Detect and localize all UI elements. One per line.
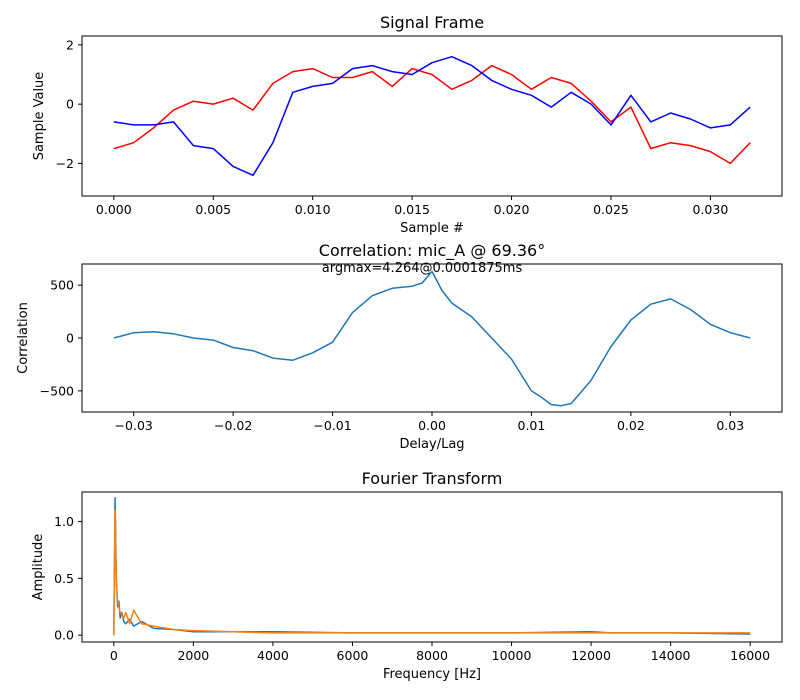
correlation-x-tick-label: 0.02 bbox=[617, 418, 645, 433]
signal-frame-y-axis-label: Sample Value bbox=[32, 72, 47, 161]
signal-frame-x-tick-label: 0.005 bbox=[195, 202, 231, 217]
signal-frame-x-tick-label: 0.020 bbox=[494, 202, 530, 217]
correlation-y-tick-label: 0 bbox=[66, 331, 74, 346]
correlation-title: Correlation: mic_A @ 69.36° bbox=[319, 241, 545, 261]
signal-frame-y-tick-label: 2 bbox=[66, 37, 74, 52]
signal-frame-x-tick-label: 0.030 bbox=[693, 202, 729, 217]
correlation-y-axis-label: Correlation bbox=[16, 302, 31, 374]
correlation-x-tick-label: 0.03 bbox=[716, 418, 744, 433]
signal-frame-y-tick-label: −2 bbox=[56, 156, 74, 171]
fourier-title: Fourier Transform bbox=[362, 469, 503, 488]
fourier-x-axis-label: Frequency [Hz] bbox=[383, 667, 481, 682]
fourier-series-0-line bbox=[113, 496, 751, 636]
fourier-y-tick-label: 0.0 bbox=[54, 628, 74, 643]
correlation-x-tick-label: −0.03 bbox=[115, 418, 153, 433]
fourier-x-tick-label: 16000 bbox=[730, 648, 770, 663]
fourier-axes-frame bbox=[81, 491, 783, 643]
correlation-x-tick-label: −0.01 bbox=[313, 418, 351, 433]
fourier-x-tick-label: 6000 bbox=[337, 648, 369, 663]
signal-frame-series-0-line bbox=[113, 64, 751, 165]
signal-frame-panel: 0.000 0.005 0.010 0.015 0.020 0.025 0.030 −2 0 2 S… bbox=[32, 13, 783, 236]
fourier-transform-panel: 0 2000 4000 6000 8000 10000 12000 14000 16000 0.0… bbox=[31, 469, 783, 682]
correlation-x-tick-label: 0.00 bbox=[418, 418, 446, 433]
fourier-x-tick-label: 14000 bbox=[651, 648, 691, 663]
correlation-panel: −0.03 −0.02 −0.01 0.00 0.01 0.02 0.03 −500 0 500 C… bbox=[16, 241, 783, 452]
signal-frame-x-axis-label: Sample # bbox=[400, 221, 464, 236]
fourier-y-tick-label: 1.0 bbox=[54, 514, 74, 529]
fourier-x-tick-label: 12000 bbox=[571, 648, 611, 663]
signal-frame-x-tick-label: 0.025 bbox=[593, 202, 629, 217]
fourier-series-1-line bbox=[113, 509, 751, 636]
fourier-y-axis-label: Amplitude bbox=[31, 534, 46, 601]
fourier-y-tick-label: 0.5 bbox=[54, 571, 74, 586]
signal-frame-axes-frame bbox=[81, 35, 783, 197]
fourier-x-tick-label: 8000 bbox=[416, 648, 448, 663]
signal-frame-y-tick-label: 0 bbox=[66, 97, 74, 112]
correlation-x-axis-label: Delay/Lag bbox=[399, 437, 464, 452]
correlation-y-tick-label: 500 bbox=[50, 278, 74, 293]
correlation-y-tick-label: −500 bbox=[40, 383, 74, 398]
correlation-annotation: argmax=4.264@0.0001875ms bbox=[322, 261, 523, 276]
correlation-series-0-line bbox=[113, 270, 751, 407]
fourier-x-tick-label: 0 bbox=[110, 648, 118, 663]
signal-frame-x-tick-label: 0.010 bbox=[295, 202, 331, 217]
signal-frame-x-tick-label: 0.015 bbox=[394, 202, 430, 217]
correlation-axes-frame bbox=[81, 263, 783, 413]
correlation-x-tick-label: 0.01 bbox=[518, 418, 546, 433]
correlation-x-tick-label: −0.02 bbox=[214, 418, 252, 433]
fourier-x-tick-label: 4000 bbox=[257, 648, 289, 663]
fourier-x-tick-label: 10000 bbox=[492, 648, 532, 663]
signal-frame-series-1-line bbox=[113, 55, 751, 177]
signal-frame-x-tick-label: 0.000 bbox=[96, 202, 132, 217]
signal-frame-title: Signal Frame bbox=[380, 13, 484, 32]
fourier-x-tick-label: 2000 bbox=[177, 648, 209, 663]
